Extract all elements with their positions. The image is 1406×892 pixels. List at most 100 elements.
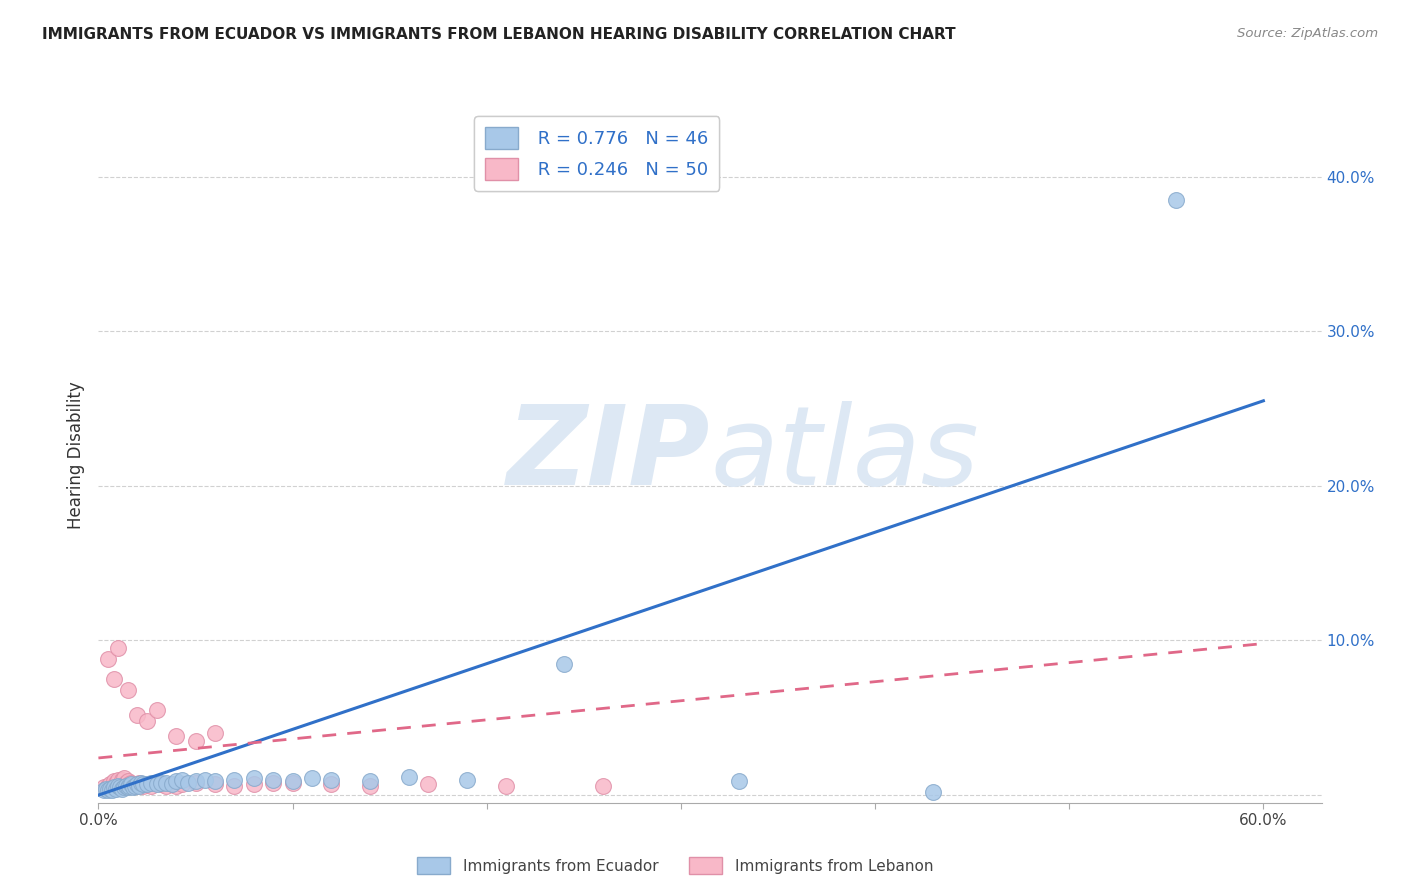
Point bbox=[104, 775, 127, 789]
Point bbox=[177, 775, 200, 789]
Point bbox=[242, 771, 264, 785]
Text: ZIP: ZIP bbox=[506, 401, 710, 508]
Point bbox=[128, 779, 150, 793]
Point bbox=[117, 780, 139, 795]
Point bbox=[145, 703, 167, 717]
Point bbox=[359, 779, 381, 793]
Point bbox=[104, 781, 127, 796]
Point bbox=[321, 772, 343, 787]
Point bbox=[165, 774, 187, 789]
Point bbox=[118, 777, 141, 791]
Point bbox=[124, 777, 146, 791]
Point bbox=[145, 775, 167, 789]
Point bbox=[359, 774, 381, 789]
Point bbox=[107, 772, 129, 787]
Point bbox=[97, 652, 120, 666]
Point bbox=[127, 707, 149, 722]
Point bbox=[204, 777, 226, 791]
Point bbox=[139, 779, 162, 793]
Point bbox=[155, 779, 177, 793]
Point bbox=[398, 770, 420, 784]
Point bbox=[112, 771, 135, 785]
Point bbox=[145, 777, 167, 791]
Point bbox=[184, 734, 207, 748]
Point bbox=[136, 777, 159, 791]
Point bbox=[128, 775, 150, 789]
Point bbox=[111, 781, 134, 796]
Point bbox=[149, 777, 172, 791]
Point bbox=[301, 771, 323, 785]
Point bbox=[93, 783, 115, 797]
Point bbox=[117, 682, 139, 697]
Y-axis label: Hearing Disability: Hearing Disability bbox=[66, 381, 84, 529]
Point bbox=[103, 780, 125, 795]
Point bbox=[97, 779, 120, 793]
Point bbox=[127, 779, 149, 793]
Point bbox=[139, 775, 162, 789]
Point bbox=[165, 779, 187, 793]
Point bbox=[114, 775, 136, 789]
Point bbox=[97, 783, 120, 797]
Point bbox=[728, 774, 751, 789]
Point bbox=[112, 780, 135, 795]
Legend:  R = 0.776   N = 46,  R = 0.246   N = 50: R = 0.776 N = 46, R = 0.246 N = 50 bbox=[474, 116, 720, 191]
Text: atlas: atlas bbox=[710, 401, 979, 508]
Point bbox=[170, 772, 193, 787]
Point bbox=[136, 777, 159, 791]
Text: IMMIGRANTS FROM ECUADOR VS IMMIGRANTS FROM LEBANON HEARING DISABILITY CORRELATIO: IMMIGRANTS FROM ECUADOR VS IMMIGRANTS FR… bbox=[42, 27, 956, 42]
Point bbox=[418, 777, 440, 791]
Point bbox=[922, 785, 945, 799]
Text: Source: ZipAtlas.com: Source: ZipAtlas.com bbox=[1237, 27, 1378, 40]
Point bbox=[132, 779, 155, 793]
Point bbox=[96, 781, 118, 796]
Point bbox=[122, 780, 145, 795]
Point bbox=[165, 729, 187, 743]
Point bbox=[107, 641, 129, 656]
Point bbox=[224, 779, 246, 793]
Point bbox=[98, 777, 121, 791]
Point bbox=[122, 779, 145, 793]
Point bbox=[101, 783, 124, 797]
Point bbox=[117, 774, 139, 789]
Point bbox=[136, 714, 159, 728]
Point bbox=[120, 777, 142, 791]
Point bbox=[108, 780, 131, 795]
Point bbox=[204, 774, 226, 789]
Point bbox=[129, 775, 152, 789]
Point bbox=[262, 775, 284, 789]
Point bbox=[93, 780, 115, 795]
Point bbox=[149, 775, 172, 789]
Point bbox=[170, 777, 193, 791]
Point bbox=[114, 779, 136, 793]
Point bbox=[120, 775, 142, 789]
Point bbox=[262, 772, 284, 787]
Point bbox=[321, 777, 343, 791]
Point bbox=[160, 777, 183, 791]
Point bbox=[1164, 193, 1187, 207]
Point bbox=[96, 781, 118, 796]
Point bbox=[103, 774, 125, 789]
Point bbox=[495, 779, 517, 793]
Point bbox=[98, 781, 121, 796]
Point bbox=[281, 775, 304, 789]
Point bbox=[107, 779, 129, 793]
Point bbox=[103, 672, 125, 686]
Point bbox=[281, 774, 304, 789]
Point bbox=[124, 779, 146, 793]
Point bbox=[101, 780, 124, 795]
Point bbox=[204, 726, 226, 740]
Point bbox=[592, 779, 614, 793]
Point bbox=[118, 779, 141, 793]
Point bbox=[184, 774, 207, 789]
Point bbox=[132, 777, 155, 791]
Point bbox=[111, 772, 134, 787]
Point bbox=[129, 777, 152, 791]
Point bbox=[160, 777, 183, 791]
Point bbox=[184, 775, 207, 789]
Legend: Immigrants from Ecuador, Immigrants from Lebanon: Immigrants from Ecuador, Immigrants from… bbox=[411, 851, 939, 880]
Point bbox=[242, 777, 264, 791]
Point bbox=[553, 657, 575, 671]
Point bbox=[224, 772, 246, 787]
Point bbox=[194, 772, 217, 787]
Point bbox=[127, 777, 149, 791]
